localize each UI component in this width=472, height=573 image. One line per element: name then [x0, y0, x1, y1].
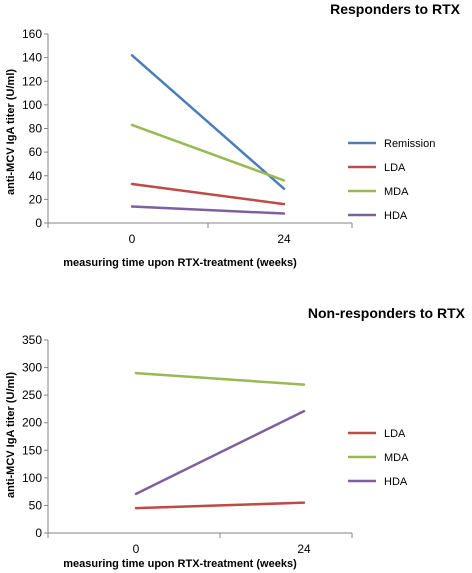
- x-tick-labels: 0 24: [133, 542, 311, 556]
- x-tick-labels: 0 24: [129, 232, 291, 246]
- legend-label-lda: LDA: [384, 428, 406, 440]
- y-tick-labels: 0 50 100 150 200 250 300 350: [22, 333, 42, 540]
- chart-responders: Responders to RTX anti-MCV IgA titer (U/…: [5, 1, 461, 269]
- y-tick-label: 140: [22, 51, 42, 65]
- axes: [44, 339, 353, 538]
- x-axis-label: measuring time upon RTX-treatment (weeks…: [63, 257, 297, 269]
- y-tick-label: 120: [22, 74, 42, 88]
- legend: Remission LDA MDA HDA: [348, 138, 435, 222]
- x-tick-label: 0: [133, 542, 140, 556]
- legend-label-lda: LDA: [384, 162, 406, 174]
- legend-label-mda: MDA: [384, 452, 409, 464]
- y-axis-label: anti-MCV IgA titer (U/ml): [5, 372, 17, 498]
- series-line-hda: [134, 409, 306, 496]
- legend-label-hda: HDA: [384, 476, 408, 488]
- y-tick-label: 60: [29, 145, 43, 159]
- series-line-remission: [130, 54, 286, 190]
- series-line-hda: [130, 205, 286, 215]
- chart-non-responders: Non-responders to RTX anti-MCV IgA titer…: [5, 305, 466, 570]
- y-tick-label: 20: [29, 192, 43, 206]
- y-tick-label: 100: [22, 98, 42, 112]
- y-tick-label: 300: [22, 361, 42, 375]
- series-line-lda: [134, 501, 306, 510]
- legend: LDA MDA HDA: [348, 428, 409, 488]
- y-tick-label: 200: [22, 416, 42, 430]
- x-tick-label: 0: [129, 232, 136, 246]
- x-tick-label: 24: [297, 542, 311, 556]
- x-tick-label: 24: [277, 232, 291, 246]
- chart-title: Non-responders to RTX: [308, 305, 466, 321]
- y-tick-label: 40: [29, 169, 43, 183]
- series-line-mda: [134, 371, 306, 386]
- y-tick-labels: 0 20 40 60 80 100 120 140 160: [22, 27, 42, 230]
- legend-label-hda: HDA: [384, 210, 408, 222]
- series-line-lda: [130, 182, 286, 206]
- y-tick-label: 350: [22, 333, 42, 347]
- series-lines: [130, 54, 286, 215]
- legend-label-remission: Remission: [384, 138, 435, 150]
- y-tick-label: 0: [35, 526, 42, 540]
- y-tick-label: 250: [22, 388, 42, 402]
- y-tick-label: 100: [22, 471, 42, 485]
- y-tick-label: 150: [22, 443, 42, 457]
- series-lines: [134, 371, 306, 510]
- y-axis-label: anti-MCV IgA titer (U/ml): [5, 69, 17, 195]
- y-tick-label: 0: [35, 216, 42, 230]
- y-tick-label: 160: [22, 27, 42, 41]
- y-tick-label: 80: [29, 122, 43, 136]
- y-tick-label: 50: [29, 498, 43, 512]
- axes: [44, 33, 353, 228]
- x-axis-label: measuring time upon RTX-treatment (weeks…: [63, 558, 297, 570]
- series-line-mda: [130, 123, 286, 182]
- chart-title: Responders to RTX: [330, 1, 461, 17]
- legend-label-mda: MDA: [384, 186, 409, 198]
